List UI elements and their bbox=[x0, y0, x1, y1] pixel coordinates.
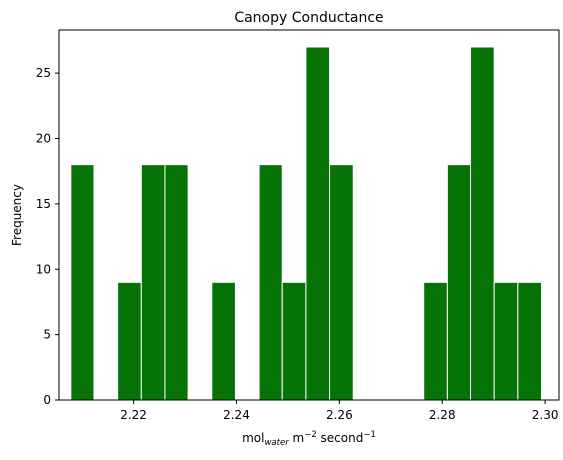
x-axis-label-superscript-1: −2 bbox=[304, 430, 317, 440]
x-axis-label: molwater m−2 second−1 bbox=[242, 430, 376, 448]
x-tick-label: 2.28 bbox=[429, 408, 456, 422]
plot-frame bbox=[58, 29, 560, 401]
histogram-bar bbox=[493, 281, 519, 401]
histogram-bar bbox=[117, 281, 142, 401]
x-axis-label-base: mol bbox=[242, 431, 264, 445]
y-tick-label: 15 bbox=[36, 197, 51, 211]
histogram-bar bbox=[164, 164, 189, 401]
x-tick-label: 2.24 bbox=[223, 408, 250, 422]
y-tick-label: 25 bbox=[36, 66, 51, 80]
histogram-bar bbox=[329, 164, 354, 401]
y-tick-label: 20 bbox=[36, 132, 51, 146]
histogram-bar bbox=[446, 164, 472, 401]
histogram-bar bbox=[423, 281, 448, 401]
y-axis-ticks: 0 5 10 15 20 25 bbox=[36, 66, 59, 407]
histogram-bar bbox=[517, 281, 543, 401]
x-tick-label: 2.30 bbox=[532, 408, 559, 422]
x-axis-label-superscript-2: −1 bbox=[363, 430, 376, 440]
x-axis-label-subscript: water bbox=[264, 438, 289, 448]
histogram-bar bbox=[281, 281, 307, 401]
x-tick-label: 2.26 bbox=[326, 408, 353, 422]
histogram-bar bbox=[140, 164, 166, 401]
x-axis-label-tail: second bbox=[317, 431, 364, 445]
chart-title: Canopy Conductance bbox=[234, 10, 383, 26]
histogram-bar bbox=[305, 46, 331, 401]
histogram-bar bbox=[211, 281, 236, 401]
x-axis-label-mid: m bbox=[289, 431, 305, 445]
y-tick-label: 10 bbox=[36, 262, 51, 276]
y-tick-label: 5 bbox=[43, 328, 51, 342]
y-axis-label: Frequency bbox=[10, 184, 24, 246]
x-tick-label: 2.22 bbox=[120, 408, 147, 422]
histogram-bar bbox=[470, 46, 495, 401]
histogram-bar bbox=[70, 164, 95, 401]
histogram-bar bbox=[258, 164, 283, 401]
x-axis-ticks: 2.22 2.24 2.26 2.28 2.30 bbox=[120, 400, 558, 422]
y-tick-label: 0 bbox=[43, 393, 51, 407]
